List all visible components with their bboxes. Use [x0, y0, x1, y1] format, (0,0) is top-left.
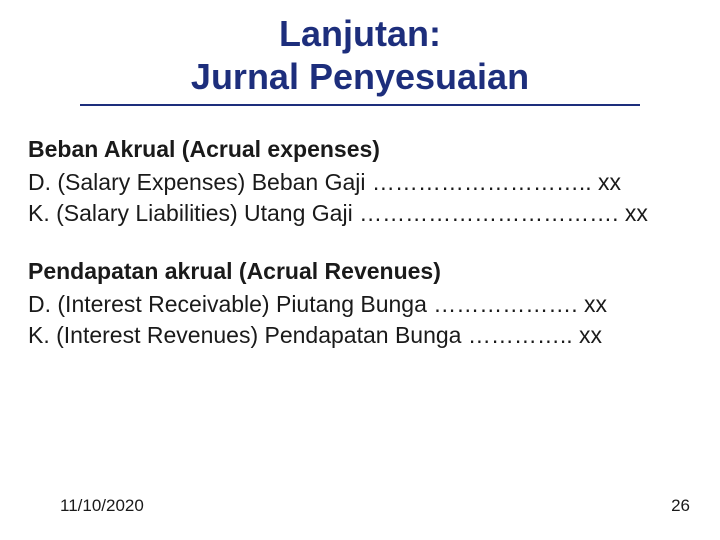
section-gap — [28, 230, 692, 256]
journal-entry-line: D. (Interest Receivable) Piutang Bunga …… — [28, 289, 692, 320]
journal-entry-line: D. (Salary Expenses) Beban Gaji ……………………… — [28, 167, 692, 198]
title-block: Lanjutan: Jurnal Penyesuaian — [0, 0, 720, 106]
title-line-2: Jurnal Penyesuaian — [0, 55, 720, 98]
footer-date: 11/10/2020 — [60, 496, 144, 516]
section-heading: Pendapatan akrual (Acrual Revenues) — [28, 256, 692, 287]
section-heading: Beban Akrual (Acrual expenses) — [28, 134, 692, 165]
title-line-1: Lanjutan: — [0, 12, 720, 55]
body-content: Beban Akrual (Acrual expenses) D. (Salar… — [0, 106, 720, 350]
journal-entry-line: K. (Salary Liabilities) Utang Gaji ……………… — [28, 198, 692, 229]
journal-entry-line: K. (Interest Revenues) Pendapatan Bunga … — [28, 320, 692, 351]
footer-page-number: 26 — [671, 496, 690, 516]
slide: { "title": { "line1": "Lanjutan:", "line… — [0, 0, 720, 540]
footer: 11/10/2020 26 — [0, 496, 720, 516]
